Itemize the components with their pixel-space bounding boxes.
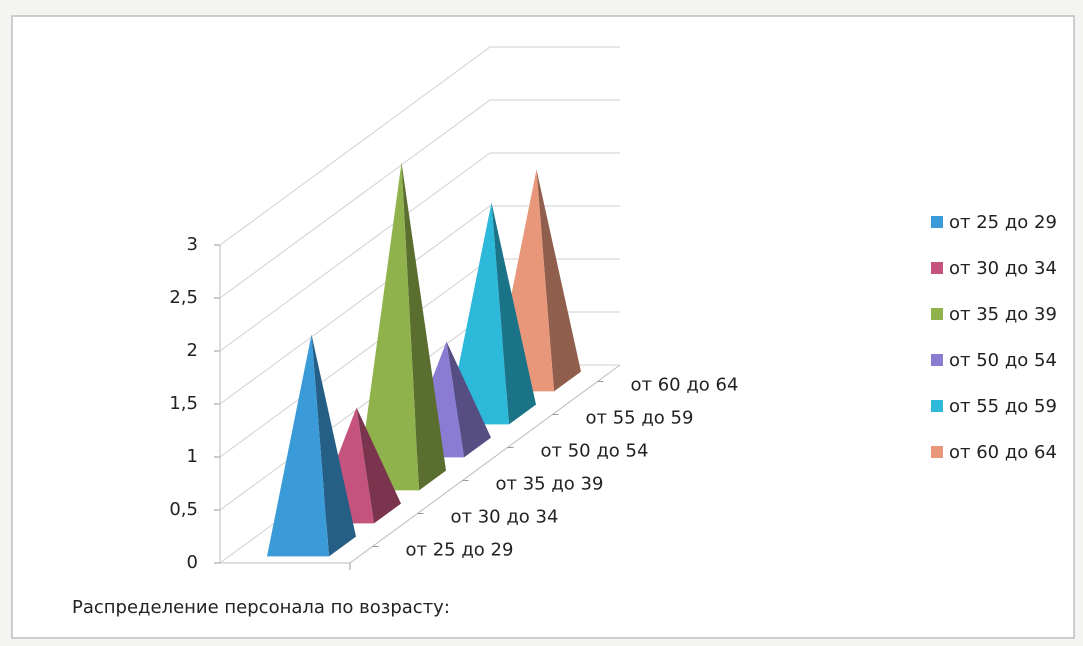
depth-tick-label: от 25 до 29 bbox=[406, 540, 514, 561]
pyramid-front bbox=[267, 334, 329, 557]
y-tick-label: 1 bbox=[187, 446, 198, 467]
legend-label: от 30 до 34 bbox=[949, 258, 1057, 279]
pyramid-side bbox=[491, 202, 536, 425]
y-tick-label: 2,5 bbox=[169, 287, 198, 308]
grid-line bbox=[219, 152, 620, 352]
legend-label: от 55 до 59 bbox=[949, 396, 1057, 417]
chart-title: Распределение персонала по возрасту: bbox=[72, 597, 450, 618]
grid-line bbox=[219, 99, 620, 299]
grid-line bbox=[219, 46, 620, 246]
pyramid bbox=[357, 162, 446, 491]
legend-swatch bbox=[931, 446, 943, 458]
legend-swatch bbox=[931, 354, 943, 366]
depth-tick-label: от 55 до 59 bbox=[586, 408, 694, 429]
depth-tick-label: от 30 до 34 bbox=[451, 507, 559, 528]
legend-label: от 60 до 64 bbox=[949, 442, 1057, 463]
pyramid-side bbox=[446, 341, 491, 458]
pyramid-side bbox=[356, 407, 401, 524]
legend-swatch bbox=[931, 216, 943, 228]
y-tick-label: 0 bbox=[187, 552, 198, 573]
y-tick-label: 2 bbox=[187, 340, 198, 361]
y-tick-label: 3 bbox=[187, 234, 198, 255]
legend-label: от 35 до 39 bbox=[949, 304, 1057, 325]
legend-swatch bbox=[931, 308, 943, 320]
depth-tick-label: от 50 до 54 bbox=[541, 441, 649, 462]
y-tick-label: 0,5 bbox=[169, 499, 198, 520]
depth-tick-label: от 60 до 64 bbox=[631, 375, 739, 396]
legend-swatch bbox=[931, 262, 943, 274]
y-tick-label: 1,5 bbox=[169, 393, 198, 414]
depth-tick-label: от 35 до 39 bbox=[496, 474, 604, 495]
pyramid bbox=[447, 202, 536, 425]
pyramid-side bbox=[401, 162, 446, 491]
pyramid-side bbox=[311, 334, 356, 557]
grid-line bbox=[219, 205, 620, 405]
pyramid bbox=[267, 334, 356, 557]
legend-label: от 25 до 29 bbox=[949, 212, 1057, 233]
pyramid-side bbox=[536, 169, 581, 392]
legend-swatch bbox=[931, 400, 943, 412]
pyramid-front bbox=[447, 202, 509, 425]
pyramid-front bbox=[357, 162, 419, 491]
legend-label: от 50 до 54 bbox=[949, 350, 1057, 371]
